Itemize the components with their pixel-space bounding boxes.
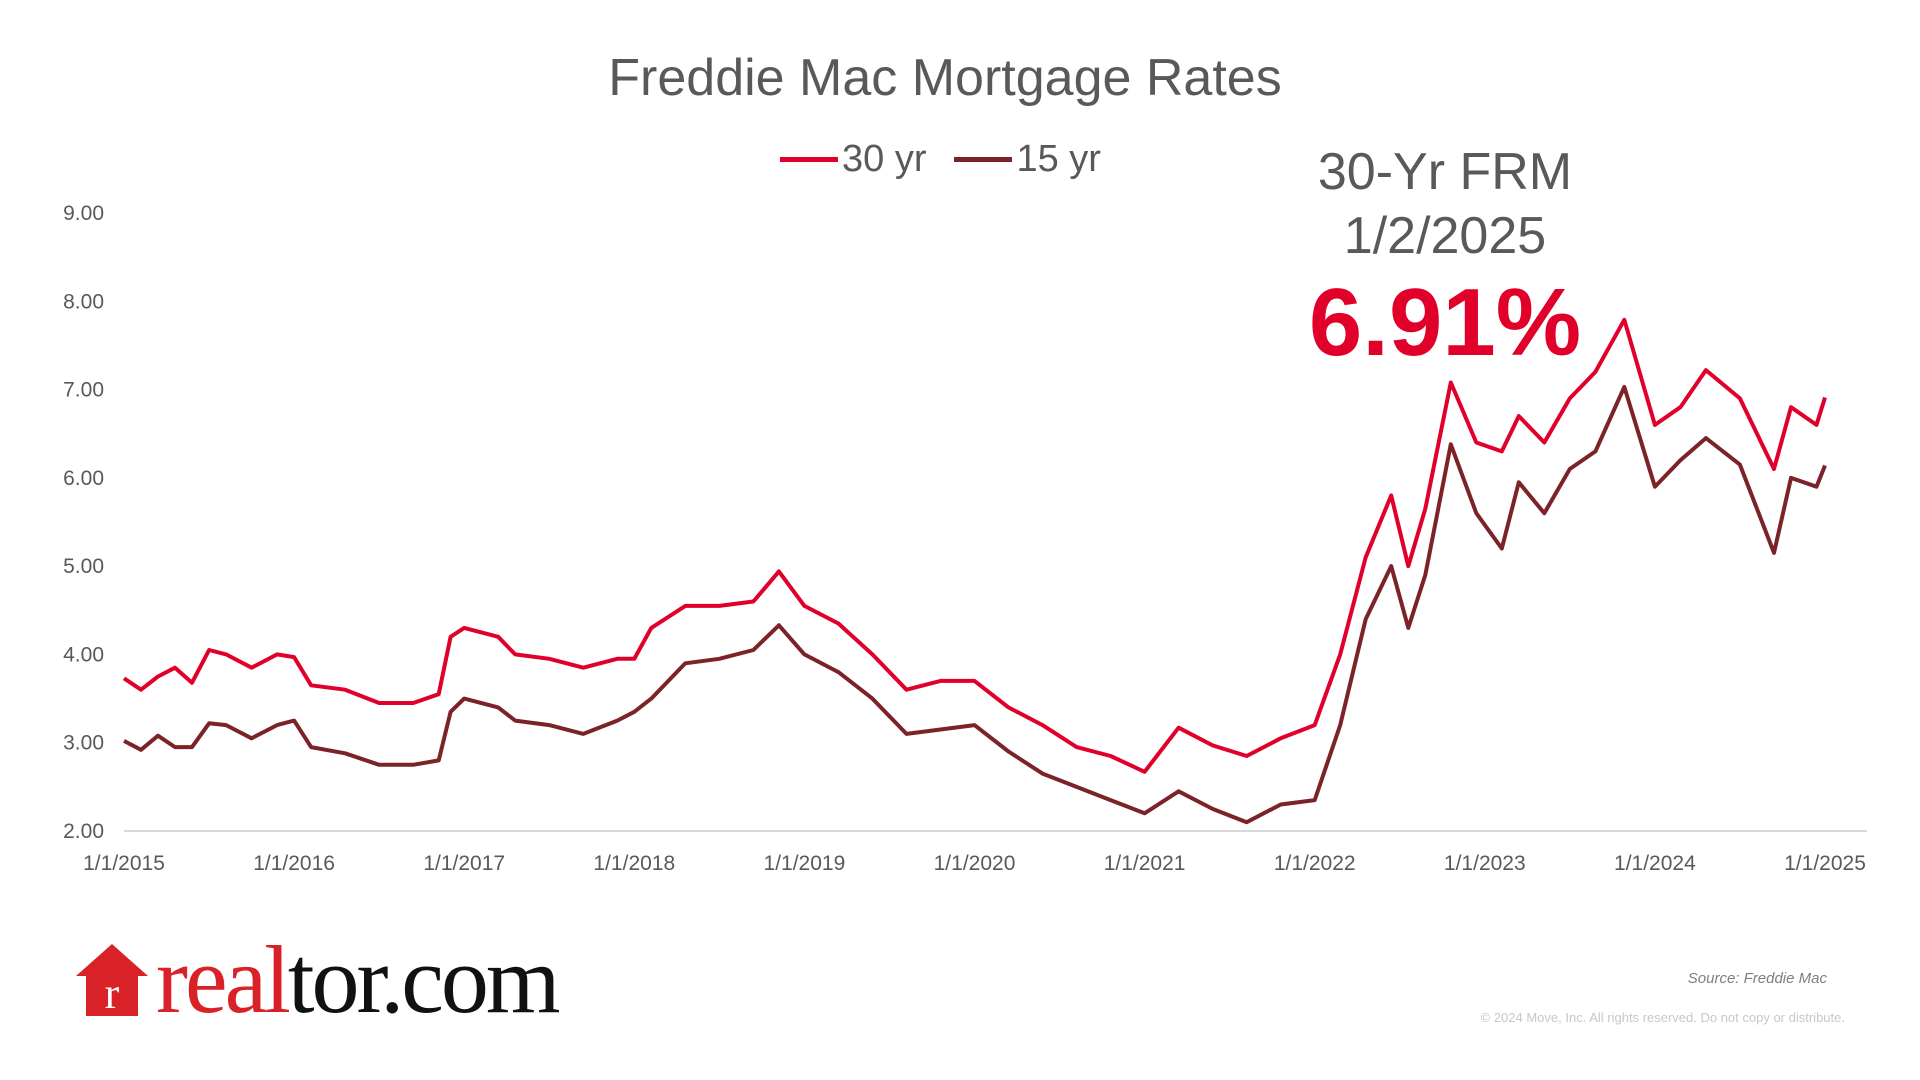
logo-text-real: real <box>156 926 291 1033</box>
x-tick-label: 1/1/2019 <box>764 852 846 875</box>
copyright-note: © 2024 Move, Inc. All rights reserved. D… <box>1480 1010 1845 1025</box>
source-note: Source: Freddie Mac <box>1687 970 1827 987</box>
x-tick-label: 1/1/2017 <box>423 852 505 875</box>
y-tick-label: 2.00 <box>63 820 104 843</box>
y-tick-label: 3.00 <box>63 732 104 755</box>
x-tick-label: 1/1/2021 <box>1104 852 1186 875</box>
house-icon: r <box>76 944 148 1018</box>
x-tick-label: 1/1/2025 <box>1784 852 1866 875</box>
x-tick-label: 1/1/2024 <box>1614 852 1696 875</box>
legend-swatch-15yr <box>954 157 1013 162</box>
y-tick-label: 6.00 <box>63 467 104 490</box>
legend-label-15yr: 15 yr <box>1016 138 1101 180</box>
legend-label-30yr: 30 yr <box>842 138 927 180</box>
x-tick-label: 1/1/2016 <box>253 852 335 875</box>
callout-label: 30-Yr FRM <box>1317 143 1573 201</box>
series-line-15yr <box>123 384 1827 825</box>
rate-callout: 30-Yr FRM 1/2/2025 6.91% <box>1245 140 1645 378</box>
svg-text:r: r <box>105 969 120 1018</box>
line-chart: 9.00 8.00 7.00 6.00 5.00 4.00 3.00 2.00 1/1/2015… <box>63 202 1867 875</box>
x-tick-label: 1/1/2023 <box>1444 852 1526 875</box>
legend-item-15yr: 15 yr <box>954 138 1101 181</box>
logo-text-tor: tor.com <box>287 926 561 1033</box>
callout-date: 1/2/2025 <box>1343 207 1547 265</box>
x-tick-label: 1/1/2015 <box>83 852 165 875</box>
realtor-logo: r real tor.com <box>74 926 561 1033</box>
series-line-30yr <box>122 317 1827 774</box>
y-tick-label: 4.00 <box>63 643 104 666</box>
x-tick-label: 1/1/2022 <box>1274 852 1356 875</box>
y-tick-label: 9.00 <box>63 202 104 225</box>
y-tick-label: 5.00 <box>63 555 104 578</box>
chart-title: Freddie Mac Mortgage Rates <box>608 49 1282 107</box>
x-tick-label: 1/1/2020 <box>934 852 1016 875</box>
x-tick-label: 1/1/2018 <box>593 852 675 875</box>
legend-item-30yr: 30 yr <box>780 138 926 181</box>
y-tick-label: 8.00 <box>63 290 104 313</box>
y-tick-label: 7.00 <box>63 379 104 402</box>
legend: 30 yr 15 yr <box>780 138 1101 181</box>
legend-swatch-30yr <box>780 157 838 162</box>
callout-value: 6.91% <box>1308 269 1582 376</box>
